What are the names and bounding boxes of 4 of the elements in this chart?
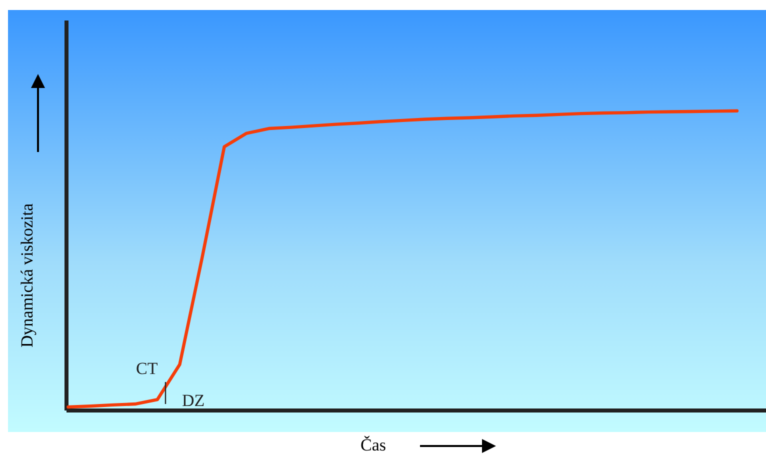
annotation: DZ — [182, 391, 205, 410]
y-axis-title: Dynamická viskozita — [18, 203, 36, 348]
x-axis-title: Čas — [360, 436, 386, 454]
annotation: CT — [136, 359, 158, 378]
